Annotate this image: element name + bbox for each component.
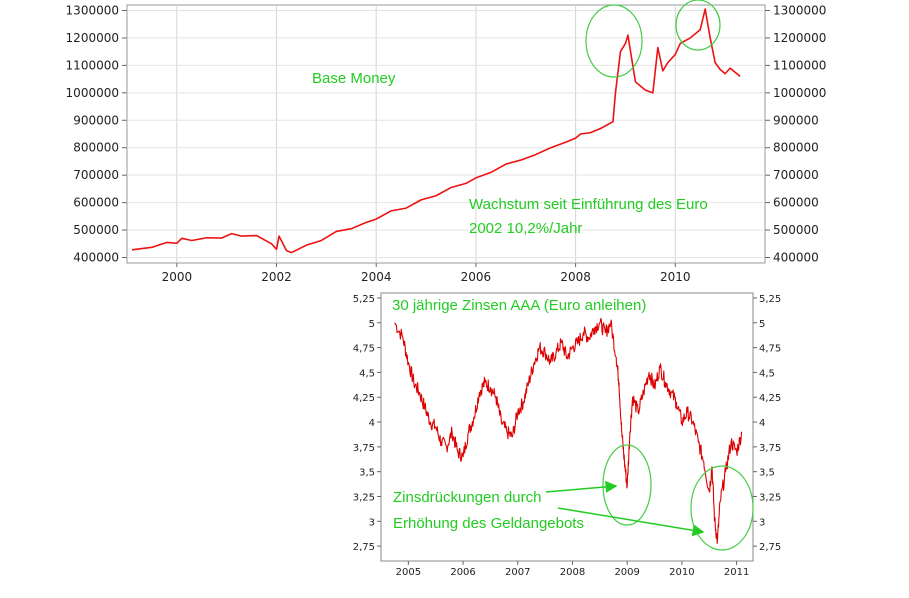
x-tick-label: 2000: [162, 270, 193, 284]
arrow-2: [557, 507, 705, 537]
highlight-circle-2010: [690, 465, 754, 551]
annotation-rate: 2002 10,2%/Jahr: [469, 220, 582, 237]
y-tick-label-right: 900000: [773, 113, 819, 127]
y-tick-label-right: 4,5: [759, 368, 775, 379]
y-tick-label-right: 1100000: [773, 58, 826, 72]
y-tick-label-left: 600000: [73, 196, 119, 210]
highlight-circle-2009: [602, 444, 652, 526]
y-tick-label-left: 4,75: [353, 344, 375, 355]
y-tick-label-left: 400000: [73, 251, 119, 265]
y-tick-label-left: 5: [369, 319, 375, 330]
bond-yield-chart: 2005 2006 2007 2008 2009 2010 2011 2,75 2,75 3 3 3,…: [353, 292, 781, 578]
y-tick-label-right: 4,25: [759, 393, 781, 404]
x-tick-label: 2006: [450, 567, 475, 578]
x-tick-label: 2008: [560, 270, 591, 284]
y-tick-label-right: 2,75: [759, 542, 781, 553]
annotation-growth: Wachstum seit Einführung des Euro: [469, 196, 708, 213]
y-tick-label-right: 600000: [773, 196, 819, 210]
y-tick-label-left: 3,75: [353, 443, 375, 454]
highlight-circle-2009: [585, 4, 643, 78]
annotation-line-2: Erhöhung des Geldangebots: [393, 515, 584, 532]
y-tick-label-left: 3,25: [353, 492, 375, 503]
x-tick-label: 2008: [560, 567, 585, 578]
annotation-line-1: Zinsdrückungen durch: [393, 489, 541, 506]
y-tick-label-right: 1300000: [773, 3, 826, 17]
y-tick-label-right: 3: [759, 517, 765, 528]
x-tick-label: 2006: [461, 270, 492, 284]
x-tick-label: 2010: [669, 567, 694, 578]
series-line-0: [394, 317, 743, 544]
y-tick-label-left: 3,5: [359, 468, 375, 479]
y-tick-label-right: 3,5: [759, 468, 775, 479]
y-tick-label-right: 500000: [773, 223, 819, 237]
y-tick-label-left: 800000: [73, 141, 119, 155]
y-tick-label-right: 800000: [773, 141, 819, 155]
y-tick-label-left: 3: [369, 517, 375, 528]
plot-frame: [126, 4, 766, 264]
y-tick-label-right: 1000000: [773, 86, 826, 100]
y-tick-label-right: 4,75: [759, 344, 781, 355]
y-tick-label-left: 1300000: [66, 3, 119, 17]
y-tick-label-right: 400000: [773, 251, 819, 265]
y-tick-label-left: 900000: [73, 113, 119, 127]
series-line-0: [131, 8, 741, 254]
y-tick-label-left: 1100000: [66, 58, 119, 72]
arrow-1: [545, 480, 618, 493]
x-tick-label: 2007: [505, 567, 530, 578]
y-tick-label-right: 5: [759, 319, 765, 330]
y-tick-label-right: 700000: [773, 168, 819, 182]
y-tick-label-right: 3,75: [759, 443, 781, 454]
chart-title: 30 jährige Zinsen AAA (Euro anleihen): [392, 297, 646, 314]
y-tick-label-left: 4: [369, 418, 375, 429]
y-tick-label-right: 3,25: [759, 492, 781, 503]
y-tick-label-left: 700000: [73, 168, 119, 182]
y-tick-label-right: 4: [759, 418, 765, 429]
y-tick-label-left: 500000: [73, 223, 119, 237]
y-tick-label-right: 1200000: [773, 31, 826, 45]
y-tick-label-right: 5,25: [759, 294, 781, 305]
y-tick-label-left: 4,25: [353, 393, 375, 404]
x-tick-label: 2005: [396, 567, 421, 578]
x-tick-label: 2011: [724, 567, 749, 578]
annotation-base-money: Base Money: [312, 70, 396, 87]
x-tick-label: 2009: [614, 567, 639, 578]
y-tick-label-left: 4,5: [359, 368, 375, 379]
base-money-chart: 2000 2002 2004 2006 2008 2010 400000 400000 5000…: [66, 0, 826, 284]
x-tick-label: 2004: [361, 270, 392, 284]
highlight-circle-2010: [675, 0, 721, 51]
y-tick-label-left: 1200000: [66, 31, 119, 45]
y-tick-label-left: 2,75: [353, 542, 375, 553]
y-tick-label-left: 5,25: [353, 294, 375, 305]
x-tick-label: 2002: [261, 270, 292, 284]
y-tick-label-left: 1000000: [66, 86, 119, 100]
x-tick-label: 2010: [660, 270, 691, 284]
